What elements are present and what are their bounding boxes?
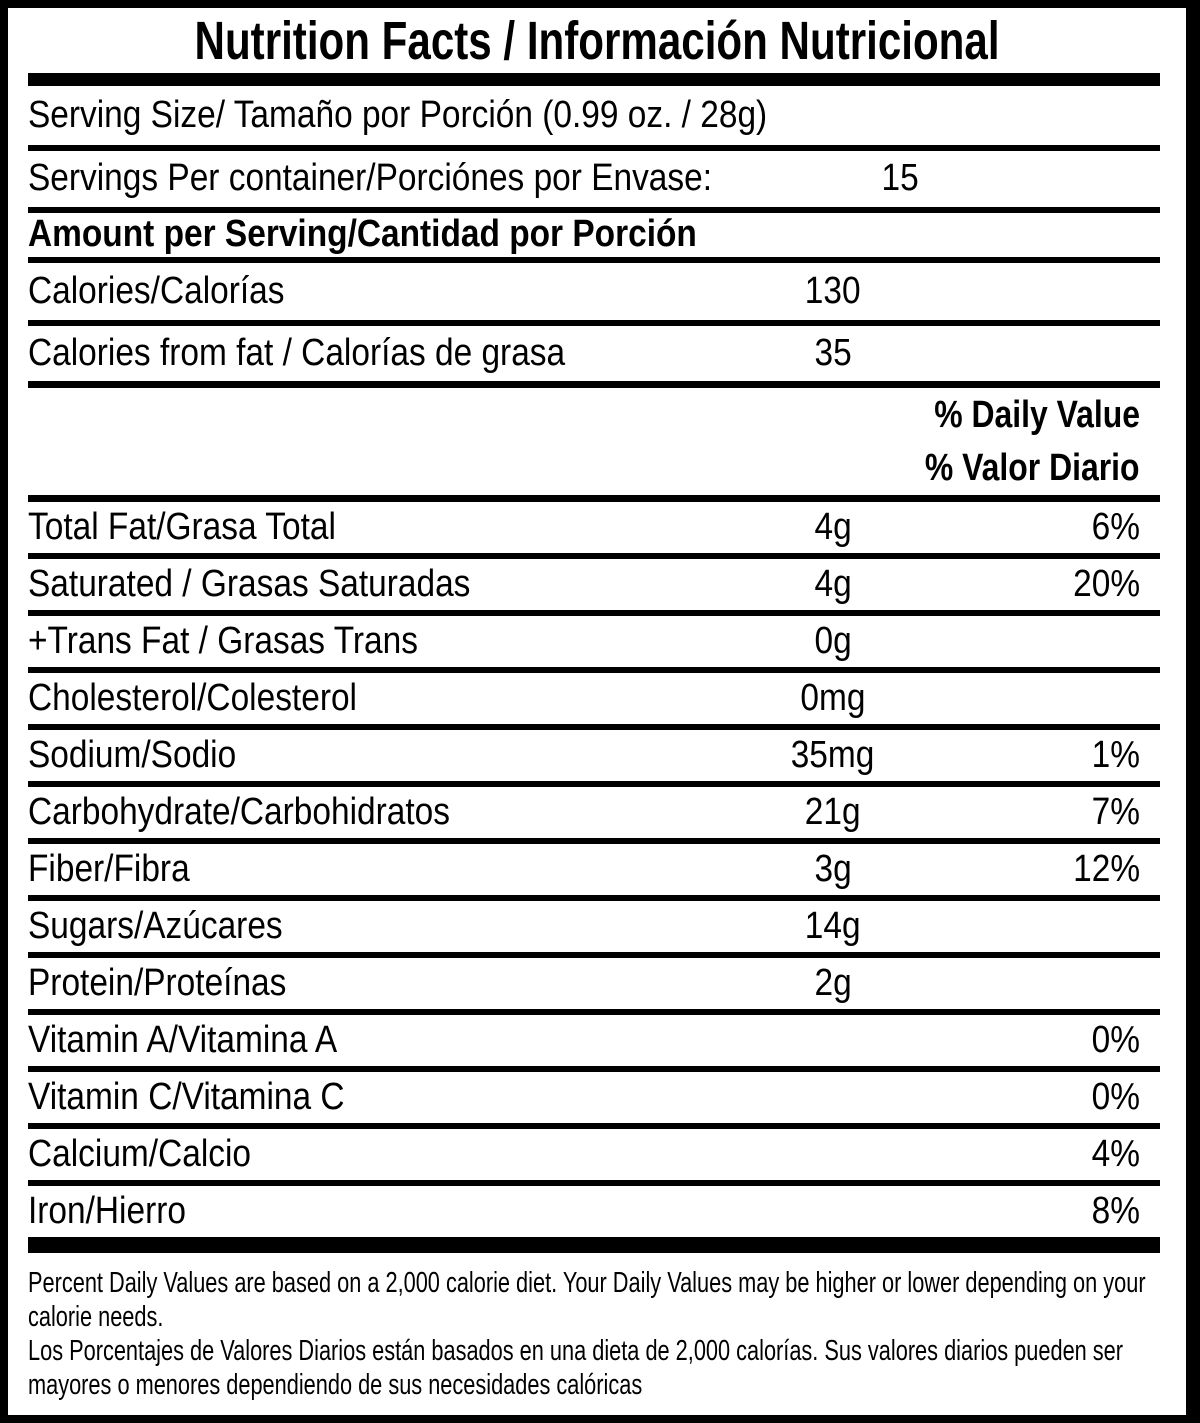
label-header: Nutrition Facts / Información Nutriciona… — [8, 8, 1186, 73]
nutrient-percent: 1% — [1091, 733, 1140, 776]
nutrient-label: Sugars/Azúcares — [28, 904, 283, 947]
serving-size-row: Serving Size/ Tamaño por Porción (0.99 o… — [28, 86, 1160, 151]
nutrient-row-sugars: Sugars/Azúcares 14g — [28, 901, 1160, 958]
daily-value-header: % Daily Value % Valor Diario — [28, 388, 1160, 502]
calories-value-cell: 130 — [738, 269, 928, 313]
nutrient-percent: 0% — [1091, 1018, 1140, 1061]
servings-per-container-cell: Servings Per container/Porciónes por Env… — [28, 157, 805, 200]
calories-row: Calories/Calorías 130 — [28, 263, 1160, 326]
servings-per-container-value-cell: 15 — [805, 157, 995, 200]
calories-from-fat-row: Calories from fat / Calorías de grasa 35 — [28, 326, 1160, 388]
nutrient-percent: 8% — [1091, 1189, 1140, 1232]
nutrient-row-saturated-fat: Saturated / Grasas Saturadas 4g 20% — [28, 559, 1160, 616]
nutrient-row-vitamin-c: Vitamin C/Vitamina C 0% — [28, 1072, 1160, 1129]
nutrient-row-protein: Protein/Proteínas 2g — [28, 958, 1160, 1015]
calories-from-fat-value: 35 — [814, 331, 852, 374]
nutrient-percent: 4% — [1091, 1132, 1140, 1175]
nutrient-label: Calcium/Calcio — [28, 1132, 251, 1175]
nutrient-percent: 20% — [1073, 562, 1140, 605]
calories-from-fat-cell: Calories from fat / Calorías de grasa — [28, 331, 738, 375]
daily-value-header-es: % Valor Diario — [884, 442, 1140, 495]
amount-per-serving-cell: Amount per Serving/Cantidad por Porción — [28, 213, 788, 256]
page-title: Nutrition Facts / Información Nutriciona… — [81, 14, 1113, 68]
nutrient-percent: 0% — [1091, 1075, 1140, 1118]
daily-value-header-es-text: % Valor Diario — [925, 446, 1140, 489]
nutrient-label: Vitamin C/Vitamina C — [28, 1075, 345, 1118]
servings-per-container-value: 15 — [881, 157, 919, 200]
calories-value: 130 — [805, 269, 861, 312]
amount-per-serving-label: Amount per Serving/Cantidad por Porción — [28, 213, 697, 256]
nutrient-amount: 35mg — [791, 733, 875, 776]
footnote: Percent Daily Values are based on a 2,00… — [28, 1253, 1160, 1415]
daily-value-header-en-text: % Daily Value — [934, 393, 1140, 436]
nutrient-amount: 21g — [805, 790, 861, 833]
servings-per-container-row: Servings Per container/Porciónes por Env… — [28, 151, 1160, 213]
calories-from-fat-label: Calories from fat / Calorías de grasa — [28, 331, 566, 374]
servings-per-container-label: Servings Per container/Porciónes por Env… — [28, 157, 713, 200]
nutrient-percent: 7% — [1091, 790, 1140, 833]
nutrient-row-sodium: Sodium/Sodio 35mg 1% — [28, 730, 1160, 787]
serving-size-label: Serving Size/ Tamaño por Porción (0.99 o… — [28, 93, 768, 136]
nutrient-label: Protein/Proteínas — [28, 961, 287, 1004]
nutrient-row-cholesterol: Cholesterol/Colesterol 0mg — [28, 673, 1160, 730]
amount-per-serving-row: Amount per Serving/Cantidad por Porción — [28, 213, 1160, 263]
nutrient-label: Carbohydrate/Carbohidratos — [28, 790, 450, 833]
nutrient-amount: 4g — [814, 562, 852, 605]
footnote-line: mayores o menores dependiendo de sus nec… — [28, 1369, 643, 1401]
nutrient-amount: 4g — [814, 505, 852, 548]
nutrient-label: +Trans Fat / Grasas Trans — [28, 619, 418, 662]
daily-value-header-en: % Daily Value — [895, 389, 1140, 442]
footnote-line: calorie needs. — [28, 1301, 164, 1333]
nutrient-amount: 2g — [814, 961, 852, 1004]
footnote-line: Percent Daily Values are based on a 2,00… — [28, 1267, 1146, 1299]
nutrient-label: Total Fat/Grasa Total — [28, 505, 336, 548]
footnote-line: Los Porcentajes de Valores Diarios están… — [28, 1335, 1124, 1367]
serving-size-cell: Serving Size/ Tamaño por Porción (0.99 o… — [28, 93, 868, 137]
nutrient-row-total-fat: Total Fat/Grasa Total 4g 6% — [28, 502, 1160, 559]
nutrient-percent: 12% — [1073, 847, 1140, 890]
calories-from-fat-value-cell: 35 — [738, 331, 928, 375]
nutrient-label: Vitamin A/Vitamina A — [28, 1018, 338, 1061]
nutrient-label: Cholesterol/Colesterol — [28, 676, 357, 719]
nutrient-label: Sodium/Sodio — [28, 733, 237, 776]
nutrient-label: Iron/Hierro — [28, 1189, 186, 1232]
nutrient-amount: 0g — [814, 619, 852, 662]
page-title-text: Nutrition Facts / Información Nutriciona… — [194, 10, 1000, 71]
nutrient-row-fiber: Fiber/Fibra 3g 12% — [28, 844, 1160, 901]
nutrient-row-calcium: Calcium/Calcio 4% — [28, 1129, 1160, 1186]
nutrient-row-vitamin-a: Vitamin A/Vitamina A 0% — [28, 1015, 1160, 1072]
nutrient-amount: 3g — [814, 847, 852, 890]
calories-cell: Calories/Calorías — [28, 269, 738, 313]
nutrient-percent: 6% — [1091, 505, 1140, 548]
nutrient-amount: 14g — [805, 904, 861, 947]
footnote-divider — [28, 1243, 1160, 1253]
nutrient-label: Fiber/Fibra — [28, 847, 190, 890]
header-divider — [28, 73, 1160, 86]
nutrient-row-trans-fat: +Trans Fat / Grasas Trans 0g — [28, 616, 1160, 673]
nutrient-row-carbohydrate: Carbohydrate/Carbohidratos 21g 7% — [28, 787, 1160, 844]
nutrient-label: Saturated / Grasas Saturadas — [28, 562, 471, 605]
nutrient-amount: 0mg — [800, 676, 866, 719]
nutrient-row-iron: Iron/Hierro 8% — [28, 1186, 1160, 1243]
calories-label: Calories/Calorías — [28, 269, 285, 312]
